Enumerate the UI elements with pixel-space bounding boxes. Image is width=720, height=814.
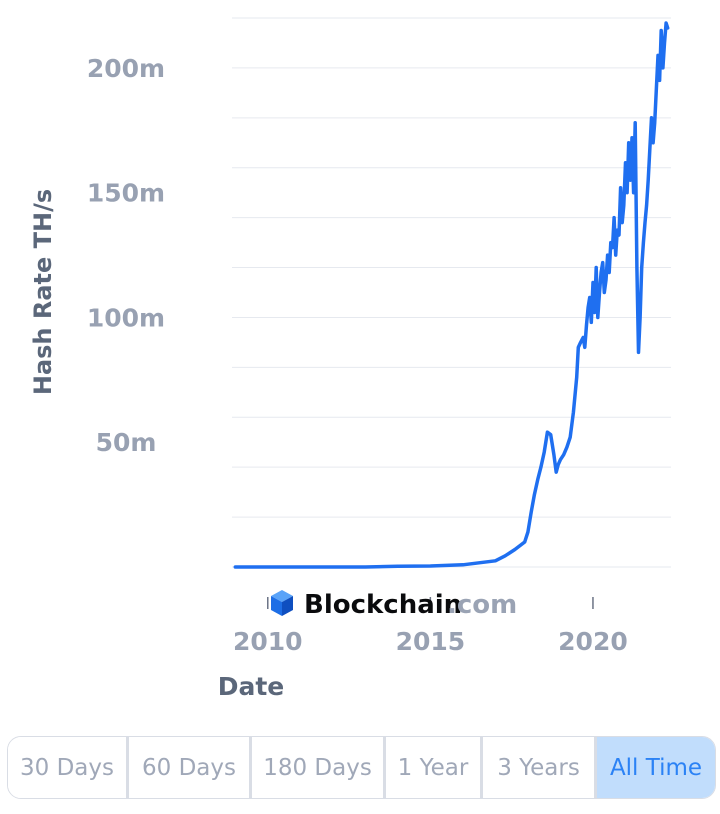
range-button-3-years[interactable]: 3 Years [483,737,597,798]
range-button-all-time[interactable]: All Time [597,737,715,798]
chart-gridlines [232,17,671,568]
blockchain-logo-icon [271,590,293,616]
y-axis-ticks: 50m 100m 150m 200m [87,54,165,457]
x-axis-title: Date [218,672,285,701]
x-axis-ticks: 2010 2015 2020 [233,597,628,656]
brand-name: Blockchain [304,590,462,620]
x-tick-label: 2010 [233,627,303,656]
hash-rate-chart: 50m 100m 150m 200m 2010 2015 2020 Blockchain … [29,17,671,701]
x-tick-label: 2020 [558,627,628,656]
hash-rate-series-line [233,21,670,569]
brand-suffix: .com [447,590,517,620]
range-button-180-days[interactable]: 180 Days [252,737,386,798]
x-tick-label: 2015 [396,627,466,656]
y-tick-label: 200m [87,54,165,83]
y-tick-label: 100m [87,303,165,332]
range-button-60-days[interactable]: 60 Days [129,737,252,798]
y-tick-label: 50m [96,428,157,457]
y-axis-title: Hash Rate TH/s [29,189,57,395]
chart-plot-area [233,21,670,569]
time-range-selector: 30 Days 60 Days 180 Days 1 Year 3 Years … [7,736,716,799]
y-tick-label: 150m [87,179,165,208]
blockchain-watermark: Blockchain .com [271,590,517,620]
range-button-1-year[interactable]: 1 Year [386,737,483,798]
range-button-30-days[interactable]: 30 Days [8,737,129,798]
